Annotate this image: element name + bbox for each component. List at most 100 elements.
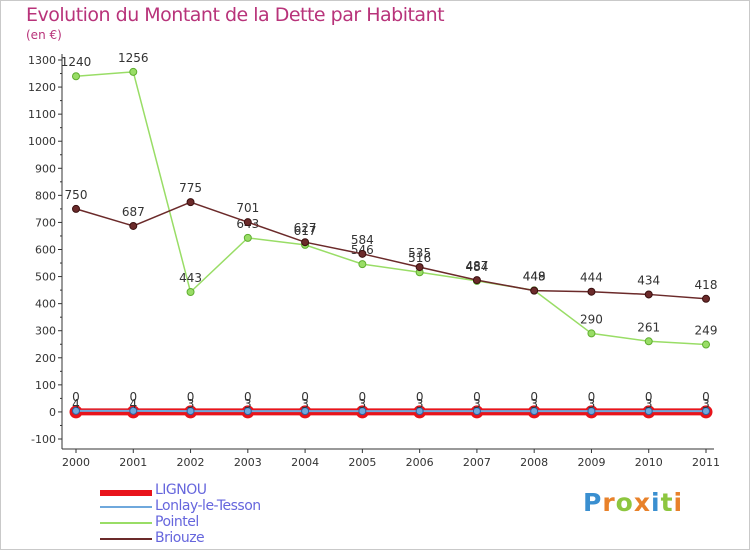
chart-title: Evolution du Montant de la Dette par Hab… [26,4,445,26]
data-label: 418 [695,278,718,292]
data-label: 0 [702,390,710,404]
y-tick-label: 800 [35,189,56,202]
data-label: 3 [702,397,710,411]
logo-letter: t [660,488,674,517]
legend-swatch [100,490,152,496]
y-tick-label: 900 [35,162,56,175]
logo-letter: i [651,488,661,517]
data-point [415,407,424,416]
data-point [472,407,481,416]
data-point [587,287,596,296]
data-label: 249 [695,324,718,338]
y-tick-label: 1200 [28,81,56,94]
data-point [186,198,195,207]
y-tick-label: 300 [35,325,56,338]
y-tick-label: 1000 [28,135,56,148]
x-tick-label: 2010 [635,456,663,469]
data-label: 3 [588,397,596,411]
x-tick-label: 2000 [62,456,90,469]
y-tick-label: 1300 [28,54,56,67]
data-label: 448 [523,270,546,284]
logo-letter: x [633,488,651,517]
x-tick-label: 2002 [177,456,205,469]
data-point [358,407,367,416]
data-label: 516 [408,251,431,265]
data-point [644,407,653,416]
proxiti-logo: Proxiti [583,488,683,517]
y-tick-label: 700 [35,216,56,229]
x-tick-label: 2003 [234,456,262,469]
data-point [530,407,539,416]
data-label: 261 [637,320,660,334]
data-label: 3 [244,397,252,411]
data-point [587,329,596,338]
data-label: 4 [72,397,80,411]
series-line-briouze [75,201,707,300]
y-tick-label: 0 [49,406,56,419]
data-label: 1240 [61,55,92,69]
data-label: 290 [580,312,603,326]
legend-label: Briouze [155,530,205,546]
legend-label: Lonlay-le-Tesson [155,498,261,514]
data-label: 3 [530,397,538,411]
data-label: 449 [523,269,546,283]
data-label: 3 [416,397,424,411]
data-point [72,72,80,81]
data-point [702,340,710,349]
data-label: 3 [473,397,481,411]
y-tick-label: 500 [35,271,56,284]
data-label: 0 [72,390,80,404]
data-label: 0 [645,390,653,404]
y-tick-label: -100 [31,433,56,446]
data-label: 0 [187,390,195,404]
data-label: 3 [359,397,367,411]
data-label: 584 [351,233,374,247]
x-tick-label: 2009 [577,456,605,469]
legend-swatch [100,522,152,524]
data-label: 701 [236,201,259,215]
data-label: 0 [301,390,309,404]
data-label: 0 [359,390,367,404]
legend-swatch [100,538,152,540]
data-point [702,294,710,303]
data-point [243,407,252,416]
y-tick-label: 1100 [28,108,56,121]
data-label: 444 [580,271,603,285]
legend-label: LIGNOU [155,482,207,498]
x-tick-label: 2006 [406,456,434,469]
data-label: 0 [588,390,596,404]
data-label: 1256 [118,51,149,65]
chart-unit-label: (en €) [26,28,62,42]
y-tick-label: 200 [35,352,56,365]
x-tick-label: 2001 [119,456,147,469]
data-label: 687 [122,205,145,219]
data-label: 484 [465,260,488,274]
logo-letter: P [583,488,603,517]
data-label: 0 [244,390,252,404]
data-point [415,263,424,272]
data-label: 443 [179,271,202,285]
data-point [530,286,539,295]
y-tick-label: 400 [35,298,56,311]
data-point [129,67,138,76]
data-point [644,290,653,299]
data-point [72,406,80,415]
data-point [186,288,195,297]
data-label: 3 [187,397,195,411]
data-label: 434 [637,273,660,287]
data-label: 3 [645,397,653,411]
data-point [702,407,710,416]
y-tick-label: 600 [35,244,56,257]
data-label: 4 [129,397,137,411]
x-tick-label: 2007 [463,456,491,469]
data-label: 617 [294,224,317,238]
logo-letter: i [673,488,684,517]
data-point [129,221,138,230]
legend-label: Pointel [155,514,199,530]
y-tick-label: 100 [35,379,56,392]
data-point [72,204,80,213]
x-tick-label: 2011 [692,456,720,469]
data-point [301,407,310,416]
